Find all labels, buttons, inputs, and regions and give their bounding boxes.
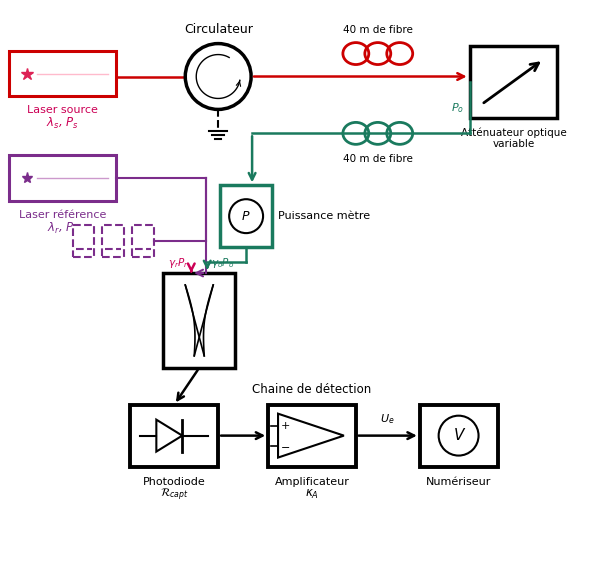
Text: +: + [280,421,290,431]
Text: $P_o$: $P_o$ [452,102,465,115]
Text: $U_e$: $U_e$ [381,412,395,426]
Text: 40 m de fibre: 40 m de fibre [343,155,413,164]
Text: Atténuateur optique: Atténuateur optique [460,127,566,138]
Bar [102,225,125,257]
Text: Numériseur: Numériseur [426,477,491,487]
Text: $P$: $P$ [241,210,251,223]
Bar [9,155,116,201]
Text: Chaine de détection: Chaine de détection [252,383,372,396]
Bar [163,273,235,368]
Bar [9,51,116,96]
Text: $\lambda_s$, $P_s$: $\lambda_s$, $P_s$ [46,116,79,131]
Text: Puissance mètre: Puissance mètre [278,211,370,221]
Text: $\kappa_A$: $\kappa_A$ [305,488,319,501]
Text: $\lambda_r$, $P_r$: $\lambda_r$, $P_r$ [47,221,79,236]
Text: Laser source: Laser source [27,105,98,116]
Text: Photodiode: Photodiode [143,477,206,487]
Text: V: V [453,428,464,443]
Bar [470,46,557,118]
Bar [132,225,154,257]
Text: $\gamma_r P_r$: $\gamma_r P_r$ [168,256,189,270]
Text: 40 m de fibre: 40 m de fibre [343,25,413,34]
Bar [268,405,356,466]
Text: Laser référence: Laser référence [19,210,106,220]
Text: $\mathcal{R}_{capt}$: $\mathcal{R}_{capt}$ [160,486,189,503]
Text: $-$: $-$ [280,440,290,451]
Text: Amplificateur: Amplificateur [275,477,349,487]
Bar [220,185,272,247]
Text: $\gamma_o P_o$: $\gamma_o P_o$ [211,256,235,270]
Bar [73,225,95,257]
Text: Circulateur: Circulateur [184,23,252,36]
Text: variable: variable [492,139,535,149]
Bar [420,405,498,466]
Bar [131,405,218,466]
